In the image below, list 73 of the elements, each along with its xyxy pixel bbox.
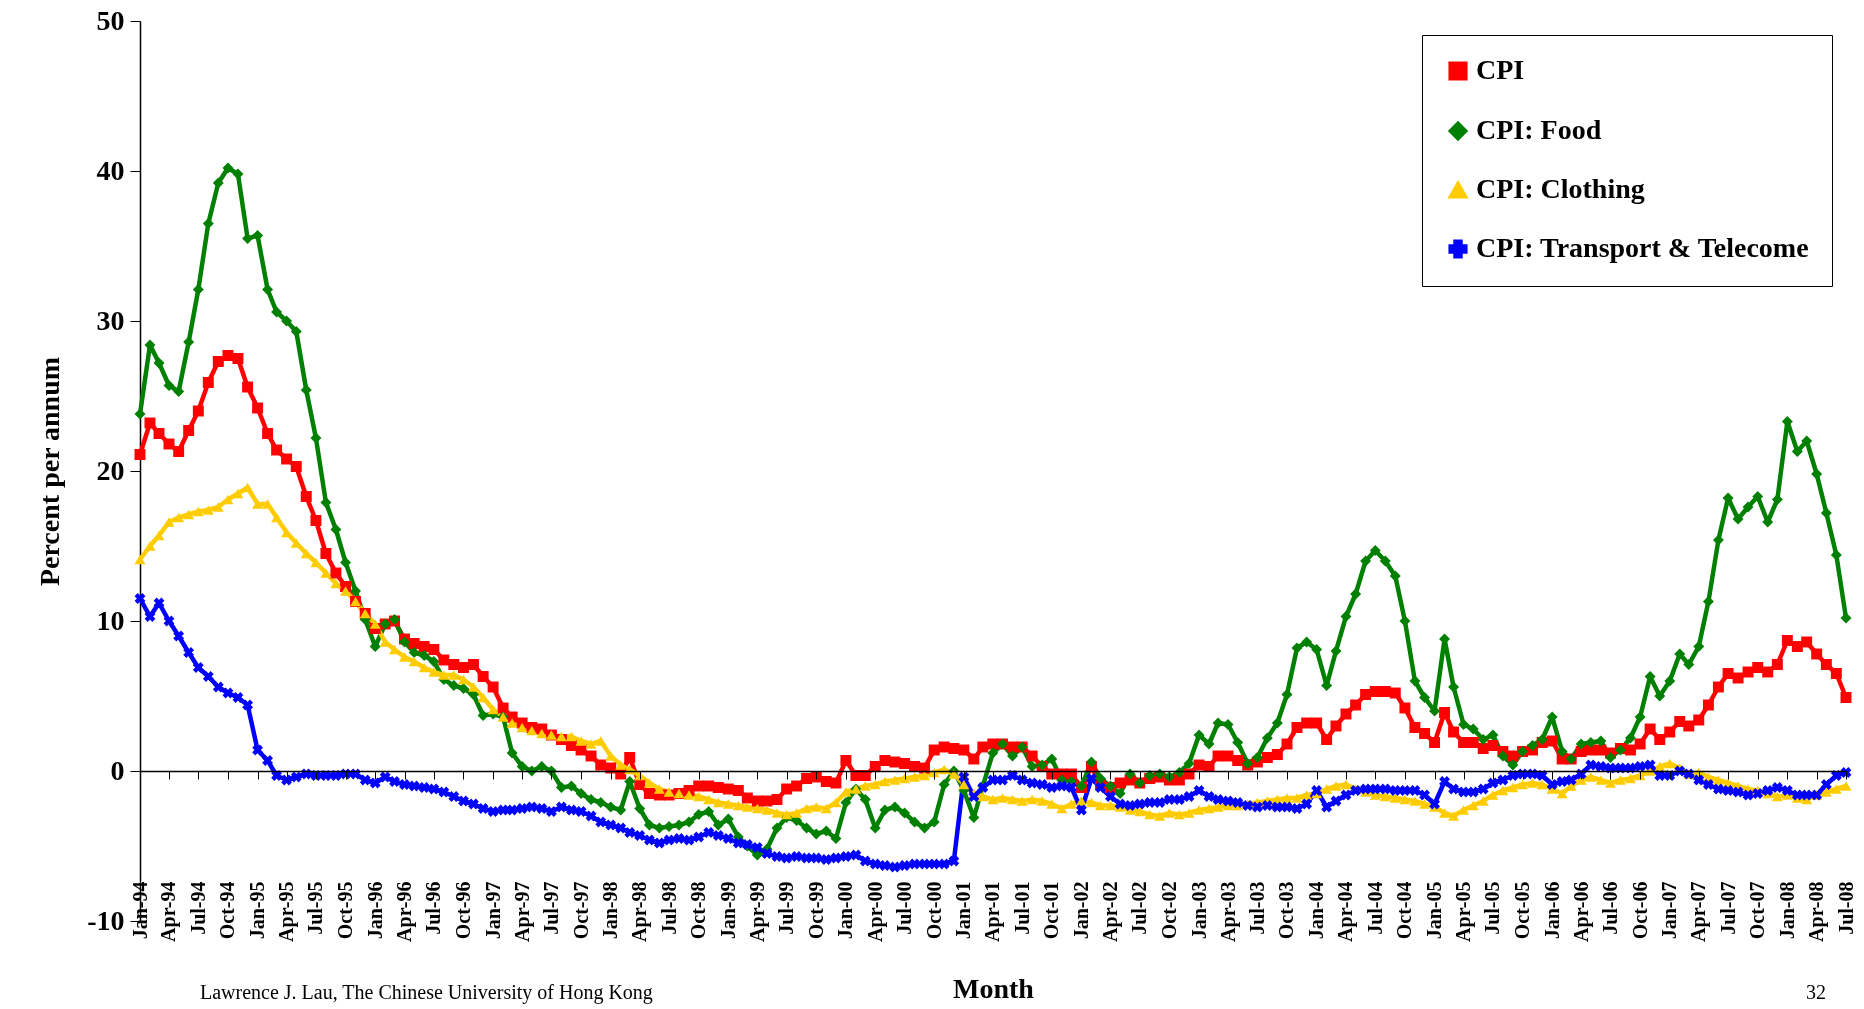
x-tick-label: Jan-03 (1187, 881, 1210, 940)
x-tick-label: Apr-07 (1687, 881, 1711, 942)
x-tick-label: Oct-97 (569, 881, 592, 940)
x-tick-label: Jan-05 (1423, 881, 1446, 940)
x-tick-label: Apr-04 (1334, 881, 1358, 942)
x-tick-label: Jan-01 (952, 881, 975, 940)
x-tick-label: Oct-98 (687, 881, 710, 940)
y-tick-label: 10 (96, 604, 125, 636)
x-axis-title: Month (953, 972, 1035, 1004)
x-tick-label: Jan-06 (1540, 881, 1563, 940)
x-tick-label: Apr-00 (863, 881, 887, 942)
legend-label: CPI (1476, 54, 1525, 85)
y-tick-label: 40 (96, 154, 125, 186)
text: Lawrence J. Lau, The Chinese University of Hong Kong (200, 981, 653, 1004)
x-tick-label: Apr-01 (981, 881, 1005, 942)
x-tick-label: Jul-96 (422, 881, 445, 935)
x-tick-label: Jul-04 (1363, 881, 1386, 935)
x-tick-label: Oct-07 (1746, 881, 1769, 940)
x-tick-label: Jul-05 (1481, 881, 1504, 935)
x-tick-label: Jan-07 (1658, 881, 1681, 940)
x-tick-label: Oct-01 (1040, 881, 1063, 940)
x-tick-label: Oct-95 (334, 881, 357, 940)
x-tick-label: Apr-97 (510, 881, 534, 942)
x-tick-label: Jul-97 (539, 881, 562, 935)
x-tick-label: Jul-06 (1598, 881, 1621, 935)
x-tick-label: Apr-98 (628, 881, 652, 942)
x-tick-label: Oct-94 (216, 881, 239, 940)
x-tick-label: Oct-00 (922, 881, 945, 940)
x-tick-label: Jan-96 (363, 881, 386, 940)
x-tick-label: Apr-03 (1216, 881, 1240, 942)
x-tick-label: Oct-06 (1628, 881, 1651, 940)
x-tick-label: Jul-99 (775, 881, 798, 935)
x-tick-label: Oct-05 (1511, 881, 1534, 940)
legend-label: CPI: Food (1476, 114, 1602, 145)
x-tick-label: Oct-03 (1275, 881, 1298, 940)
y-tick-label: 50 (96, 4, 125, 36)
x-tick-label: Jul-02 (1128, 881, 1151, 935)
x-tick-label: Jan-97 (481, 881, 504, 940)
x-tick-label: Jan-00 (834, 881, 857, 940)
legend-label: CPI: Transport & Telecome (1476, 232, 1809, 263)
x-tick-label: Jan-08 (1775, 881, 1798, 940)
y-tick-label: 20 (96, 454, 125, 486)
y-axis-title: Percent per annum (34, 356, 66, 587)
x-tick-label: Jan-95 (246, 881, 269, 940)
x-tick-label: Apr-95 (275, 881, 299, 942)
x-tick-label: Apr-96 (393, 881, 417, 942)
text: 32 (1806, 981, 1826, 1003)
x-tick-label: Jul-01 (1010, 881, 1033, 935)
x-tick-label: Apr-94 (157, 881, 181, 942)
x-tick-label: Apr-02 (1098, 881, 1122, 942)
legend-label: CPI: Clothing (1476, 173, 1645, 204)
y-tick-label: -10 (87, 904, 125, 936)
x-tick-label: Jul-00 (893, 881, 916, 935)
x-tick-label: Jul-94 (186, 881, 209, 935)
y-tick-label: 0 (110, 754, 125, 786)
x-tick-label: Jul-95 (304, 881, 327, 935)
x-tick-label: Jan-02 (1069, 881, 1092, 940)
x-tick-label: Jul-98 (657, 881, 680, 935)
x-tick-label: Apr-99 (745, 881, 769, 942)
y-tick-label: 30 (96, 304, 125, 336)
x-tick-label: Apr-08 (1805, 881, 1829, 942)
x-tick-label: Jul-07 (1716, 881, 1739, 935)
x-tick-label: Oct-96 (451, 881, 474, 940)
x-tick-label: Jan-04 (1305, 881, 1328, 940)
x-tick-label: Jan-98 (599, 881, 622, 940)
x-tick-label: Jan-99 (716, 881, 739, 940)
x-tick-label: Oct-02 (1157, 881, 1180, 940)
x-tick-label: Oct-04 (1393, 881, 1416, 940)
x-tick-label: Apr-05 (1452, 881, 1476, 942)
x-tick-label: Apr-06 (1569, 881, 1593, 942)
x-tick-label: Jul-08 (1834, 881, 1857, 935)
x-tick-label: Jul-03 (1245, 881, 1268, 935)
x-tick-label: Oct-99 (804, 881, 827, 940)
